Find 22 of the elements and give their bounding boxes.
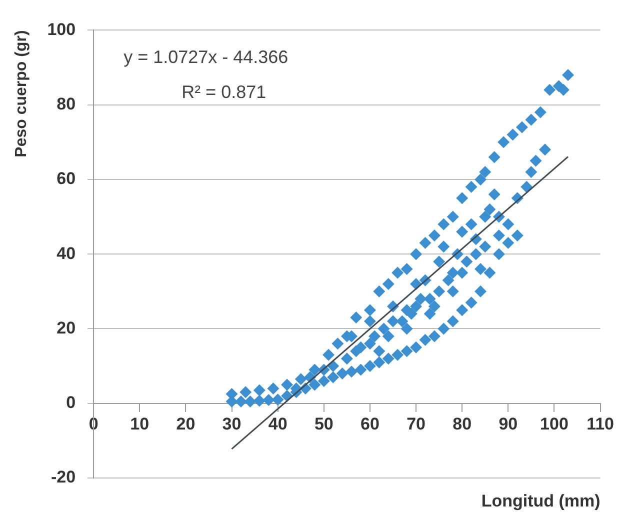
x-tick-label: 110 — [586, 414, 614, 434]
x-tick-label: 80 — [452, 414, 472, 434]
x-tick-label: 10 — [130, 414, 150, 434]
x-tick-label: 100 — [540, 414, 568, 434]
x-tick-label: 30 — [222, 414, 242, 434]
y-tick-label: 100 — [47, 20, 76, 39]
x-tick-label: 70 — [406, 414, 426, 434]
x-tick-label: 60 — [360, 414, 380, 434]
y-tick-label: -20 — [50, 468, 76, 487]
y-tick-label: 80 — [56, 94, 76, 114]
y-tick-label: 20 — [56, 318, 76, 338]
y-tick-label: 0 — [66, 393, 76, 412]
x-tick-label: 40 — [268, 414, 288, 434]
x-tick-label: 90 — [498, 414, 518, 434]
x-tick-label: 50 — [314, 414, 334, 434]
y-tick-label: 60 — [56, 169, 76, 188]
x-tick-label: 20 — [176, 414, 196, 434]
x-axis-title: Longitud (mm) — [481, 492, 600, 511]
y-axis-title: Peso cuerpo (gr) — [13, 30, 30, 158]
annotation: y = 1.0727x - 44.366 — [124, 47, 288, 68]
y-tick-label: 40 — [56, 244, 76, 263]
annotation: R² = 0.871 — [182, 82, 266, 102]
